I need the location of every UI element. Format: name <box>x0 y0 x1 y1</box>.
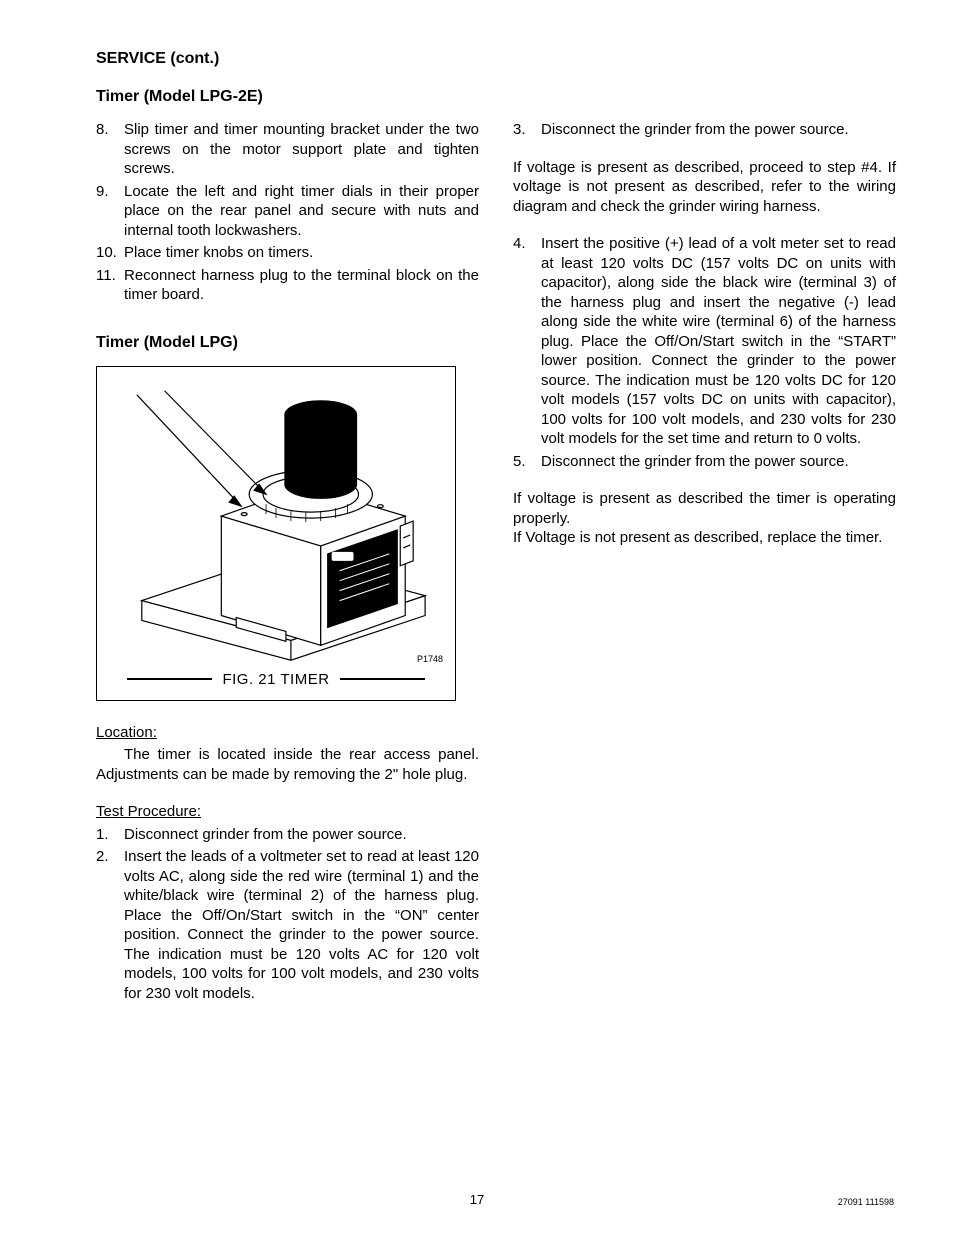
figure-part-number: P1748 <box>417 654 443 664</box>
end-paragraph-1: If voltage is present as described the t… <box>513 489 896 528</box>
item-num: 8. <box>96 120 124 179</box>
caption-rule-left <box>127 678 212 680</box>
grinder-diagram-icon <box>97 367 455 700</box>
page-footer: 17 27091 111598 <box>0 1192 954 1207</box>
list-item: 3.Disconnect the grinder from the power … <box>513 120 896 140</box>
end-paragraph-2: If Voltage is not present as described, … <box>513 528 896 548</box>
page: SERVICE (cont.) Timer (Model LPG-2E) 8.S… <box>0 0 954 1046</box>
item-text: Disconnect grinder from the power source… <box>124 825 479 845</box>
page-number: 17 <box>0 1192 954 1207</box>
item-num: 4. <box>513 234 541 449</box>
subsection-heading-1: Timer (Model LPG-2E) <box>96 88 896 106</box>
list-item: 5.Disconnect the grinder from the power … <box>513 452 896 472</box>
item-text: Disconnect the grinder from the power so… <box>541 120 896 140</box>
figure-caption-row: FIG. 21 TIMER <box>97 671 455 688</box>
item-text: Reconnect harness plug to the terminal b… <box>124 266 479 305</box>
two-column-layout: 8.Slip timer and timer mounting bracket … <box>96 120 896 1006</box>
procedure-list-1: 8.Slip timer and timer mounting bracket … <box>96 120 479 305</box>
location-text: The timer is located inside the rear acc… <box>96 745 479 784</box>
item-num: 10. <box>96 243 124 263</box>
list-item: 11.Reconnect harness plug to the termina… <box>96 266 479 305</box>
item-num: 5. <box>513 452 541 472</box>
test-procedure-list: 1.Disconnect grinder from the power sour… <box>96 825 479 1004</box>
list-item: 4.Insert the positive (+) lead of a volt… <box>513 234 896 449</box>
list-item: 9.Locate the left and right timer dials … <box>96 182 479 241</box>
figure-caption: FIG. 21 TIMER <box>222 671 329 688</box>
item-text: Insert the positive (+) lead of a volt m… <box>541 234 896 449</box>
item-text: Place timer knobs on timers. <box>124 243 479 263</box>
test-procedure-label: Test Procedure: <box>96 802 479 822</box>
item-num: 11. <box>96 266 124 305</box>
list-item: 8.Slip timer and timer mounting bracket … <box>96 120 479 179</box>
subsection-heading-2: Timer (Model LPG) <box>96 334 479 352</box>
figure-21: P1748 FIG. 21 TIMER <box>96 366 456 701</box>
caption-rule-right <box>340 678 425 680</box>
item-num: 9. <box>96 182 124 241</box>
list-item: 1.Disconnect grinder from the power sour… <box>96 825 479 845</box>
item-text: Disconnect the grinder from the power so… <box>541 452 896 472</box>
figure-section: Timer (Model LPG) <box>96 334 479 701</box>
item-text: Insert the leads of a voltmeter set to r… <box>124 847 479 1003</box>
item-text: Slip timer and timer mounting bracket un… <box>124 120 479 179</box>
list-item: 2.Insert the leads of a voltmeter set to… <box>96 847 479 1003</box>
list-item: 10.Place timer knobs on timers. <box>96 243 479 263</box>
item-num: 3. <box>513 120 541 140</box>
item-num: 2. <box>96 847 124 1003</box>
procedure-list-right-1: 3.Disconnect the grinder from the power … <box>513 120 896 140</box>
right-column: 3.Disconnect the grinder from the power … <box>513 120 896 1006</box>
procedure-list-right-2: 4.Insert the positive (+) lead of a volt… <box>513 234 896 471</box>
mid-paragraph: If voltage is present as described, proc… <box>513 158 896 217</box>
document-id: 27091 111598 <box>838 1197 894 1207</box>
location-label: Location: <box>96 723 479 743</box>
left-column: 8.Slip timer and timer mounting bracket … <box>96 120 479 1006</box>
section-heading: SERVICE (cont.) <box>96 50 896 68</box>
item-text: Locate the left and right timer dials in… <box>124 182 479 241</box>
item-num: 1. <box>96 825 124 845</box>
